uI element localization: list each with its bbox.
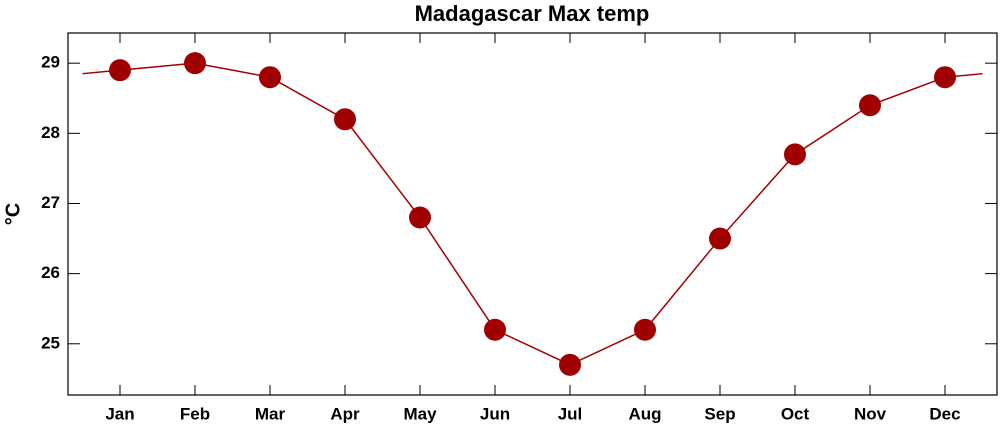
y-tick-label: 25	[41, 333, 60, 352]
x-tick-label: May	[403, 404, 437, 423]
marker	[859, 94, 881, 117]
chart-title: Madagascar Max temp	[415, 1, 650, 26]
x-tick-label: Nov	[854, 404, 887, 423]
x-tick-label: Mar	[255, 404, 286, 423]
x-tick-label: Jan	[105, 404, 134, 423]
marker	[334, 108, 356, 131]
x-tick-label: Oct	[781, 404, 810, 423]
marker	[934, 66, 956, 89]
x-tick-label: Apr	[330, 404, 360, 423]
y-axis-label: °C	[2, 203, 24, 225]
marker	[559, 353, 581, 376]
marker	[709, 227, 731, 250]
x-tick-label: Sep	[704, 404, 735, 423]
marker	[634, 318, 656, 341]
marker	[784, 143, 806, 166]
y-tick-label: 27	[41, 193, 60, 212]
x-tick-label: Aug	[628, 404, 661, 423]
marker	[409, 206, 431, 229]
marker	[184, 52, 206, 75]
x-tick-label: Jul	[558, 404, 583, 423]
plot-frame	[67, 32, 998, 396]
y-tick-label: 26	[41, 263, 60, 282]
marker	[109, 59, 131, 82]
marker	[259, 66, 281, 89]
series-line	[119, 62, 946, 366]
x-tick-label: Feb	[180, 404, 210, 423]
x-tick-label: Jun	[480, 404, 510, 423]
marker	[484, 318, 506, 341]
y-tick-label: 28	[41, 123, 60, 142]
x-tick-label: Dec	[929, 404, 960, 423]
y-tick-label: 29	[41, 53, 60, 72]
